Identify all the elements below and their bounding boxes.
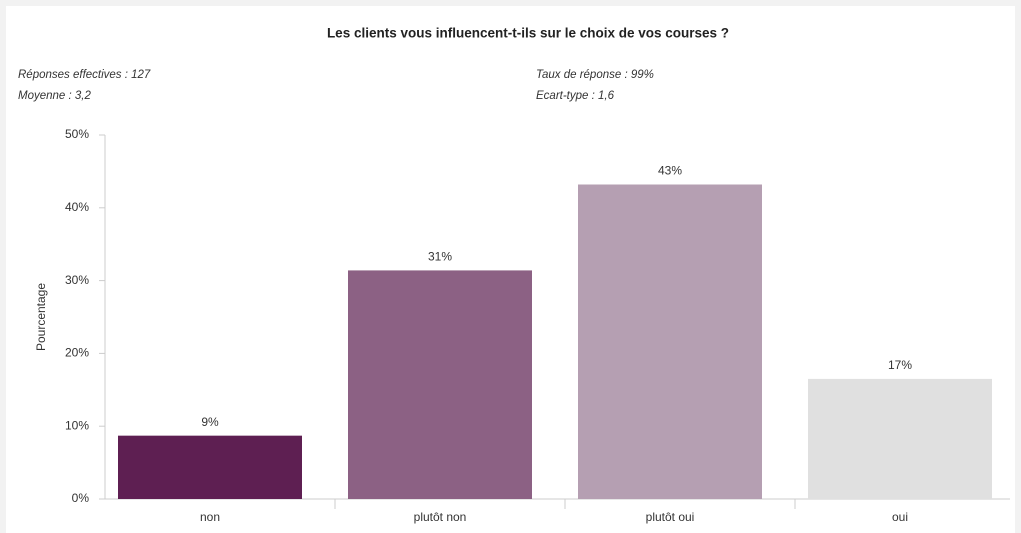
y-tick-label: 20% (65, 346, 89, 360)
chart-title: Les clients vous influencent-t-ils sur l… (327, 26, 729, 41)
bar (808, 378, 992, 499)
data-label: 9% (201, 415, 219, 429)
x-tick-label: plutôt non (414, 510, 467, 524)
stat: Taux de réponse : 99% (536, 69, 654, 81)
y-tick-label: 10% (65, 418, 89, 432)
bar (118, 435, 302, 499)
data-label: 31% (428, 250, 452, 264)
y-tick-label: 30% (65, 273, 89, 287)
y-axis-label: Pourcentage (34, 283, 48, 351)
bar (348, 270, 532, 499)
stat: Ecart-type : 1,6 (536, 90, 615, 102)
y-tick-label: 50% (65, 127, 89, 141)
stat: Moyenne : 3,2 (18, 90, 91, 102)
stat: Réponses effectives : 127 (18, 69, 151, 81)
x-tick-label: oui (892, 510, 908, 524)
data-label: 43% (658, 164, 682, 178)
x-tick-label: plutôt oui (646, 510, 695, 524)
x-tick-label: non (200, 510, 220, 524)
y-tick-label: 40% (65, 200, 89, 214)
bar (578, 184, 762, 499)
data-label: 17% (888, 358, 912, 372)
y-tick-label: 0% (72, 491, 90, 505)
